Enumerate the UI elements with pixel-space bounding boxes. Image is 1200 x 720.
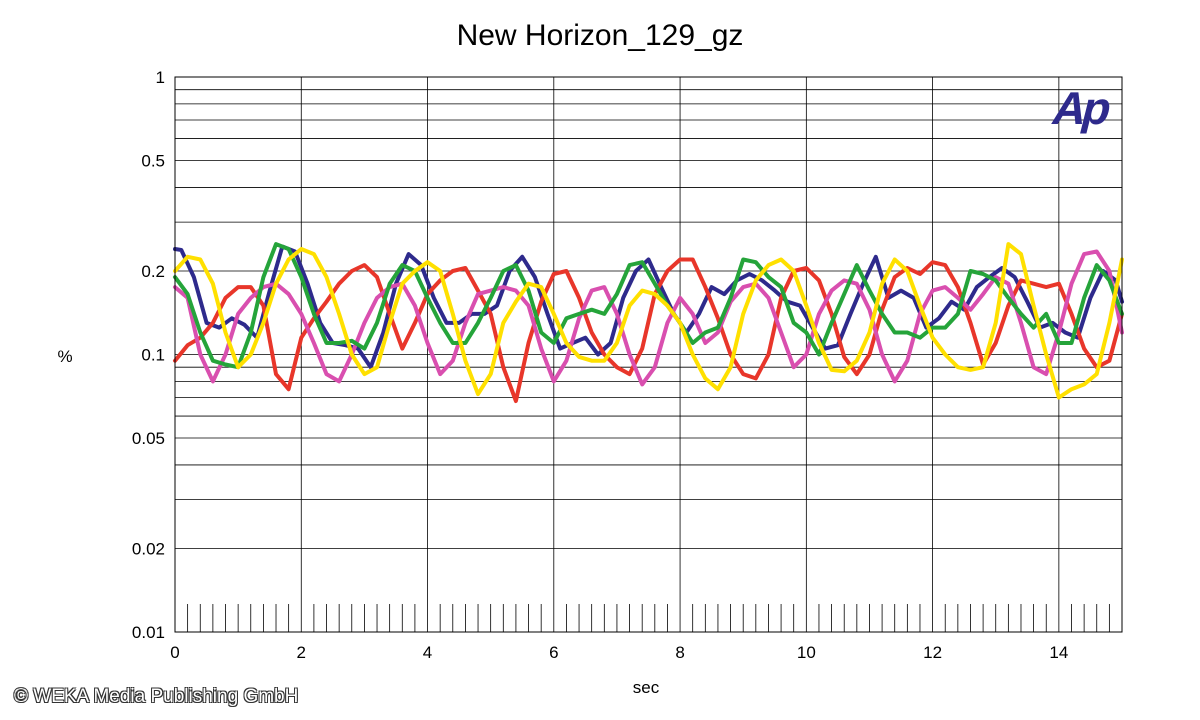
y-tick-label: 0.1 xyxy=(141,346,165,365)
y-tick-labels: 1 0.5 0.2 0.1 0.05 0.02 0.01 xyxy=(132,68,165,642)
x-tick-label: 8 xyxy=(675,643,684,662)
x-tick-label: 14 xyxy=(1049,643,1068,662)
series-line-1 xyxy=(173,244,1124,370)
ap-logo: Ap xyxy=(1048,83,1117,134)
y-tick-label: 1 xyxy=(156,68,165,87)
x-tick-labels: 0 2 4 6 8 10 12 14 xyxy=(170,643,1068,662)
y-tick-label: 0.05 xyxy=(132,429,165,448)
y-tick-label: 0.01 xyxy=(132,623,165,642)
y-tick-label: 0.2 xyxy=(141,262,165,281)
y-axis-label: % xyxy=(57,347,72,366)
series-line-3 xyxy=(173,249,1124,387)
y-tick-label: 0.5 xyxy=(141,152,165,171)
series-line-5 xyxy=(173,242,1124,400)
x-tick-label: 0 xyxy=(170,643,179,662)
x-tick-label: 4 xyxy=(423,643,432,662)
x-minor-ticks xyxy=(187,604,1110,632)
series-line-4 xyxy=(173,242,1124,370)
x-tick-label: 2 xyxy=(297,643,306,662)
x-tick-label: 10 xyxy=(797,643,816,662)
copyright-watermark: © WEKA Media Publishing GmbH xyxy=(14,686,299,707)
x-tick-label: 12 xyxy=(923,643,942,662)
ap-logo-text: Ap xyxy=(1048,83,1117,134)
plot-frame xyxy=(174,76,1123,633)
y-tick-label: 0.02 xyxy=(132,539,165,558)
chart-title: New Horizon_129_gz xyxy=(457,19,744,52)
series-line-2 xyxy=(173,257,1124,403)
x-tick-label: 6 xyxy=(549,643,558,662)
x-axis-label: sec xyxy=(633,678,660,697)
series-group xyxy=(173,242,1124,403)
